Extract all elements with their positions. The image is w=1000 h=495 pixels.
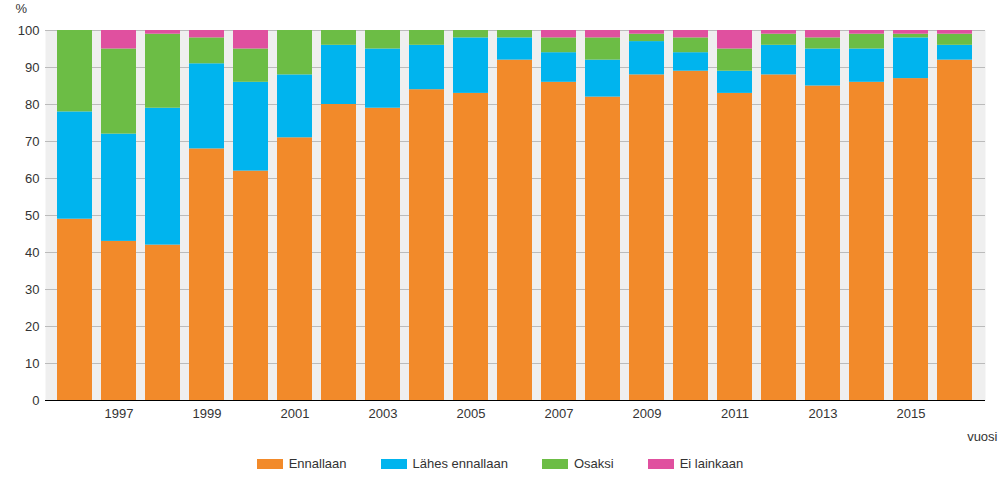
svg-text:30: 30 [25, 282, 39, 297]
html-text:Ei lainkaan: Ei lainkaan [679, 456, 744, 471]
svg-text:2015: 2015 [897, 406, 926, 421]
html-text:Ennallaan: Ennallaan [288, 456, 347, 471]
svg-text:50: 50 [25, 208, 39, 223]
svg-text:70: 70 [25, 134, 39, 149]
svg-text:2003: 2003 [369, 406, 398, 421]
svg-text:90: 90 [25, 60, 39, 75]
svg-text:80: 80 [25, 97, 39, 112]
svg-text:40: 40 [25, 245, 39, 260]
svg-text:2001: 2001 [281, 406, 310, 421]
svg-text:2013: 2013 [809, 406, 838, 421]
svg-text:2005: 2005 [457, 406, 486, 421]
svg-text:1997: 1997 [105, 406, 134, 421]
svg-text:2011: 2011 [721, 406, 749, 421]
svg-text:2007: 2007 [545, 406, 574, 421]
svg-text:%: % [16, 1, 28, 16]
svg-text:10: 10 [25, 356, 39, 371]
svg-text:1999: 1999 [193, 406, 222, 421]
svg-text:0: 0 [32, 393, 39, 408]
svg-text:60: 60 [25, 171, 39, 186]
svg-text:vuosi: vuosi [967, 429, 997, 444]
html-text:Lähes ennallaan: Lähes ennallaan [412, 456, 508, 471]
svg-text:20: 20 [25, 319, 39, 334]
svg-text:100: 100 [18, 23, 40, 38]
html-text:Osaksi: Osaksi [574, 456, 614, 471]
svg-text:2009: 2009 [633, 406, 662, 421]
